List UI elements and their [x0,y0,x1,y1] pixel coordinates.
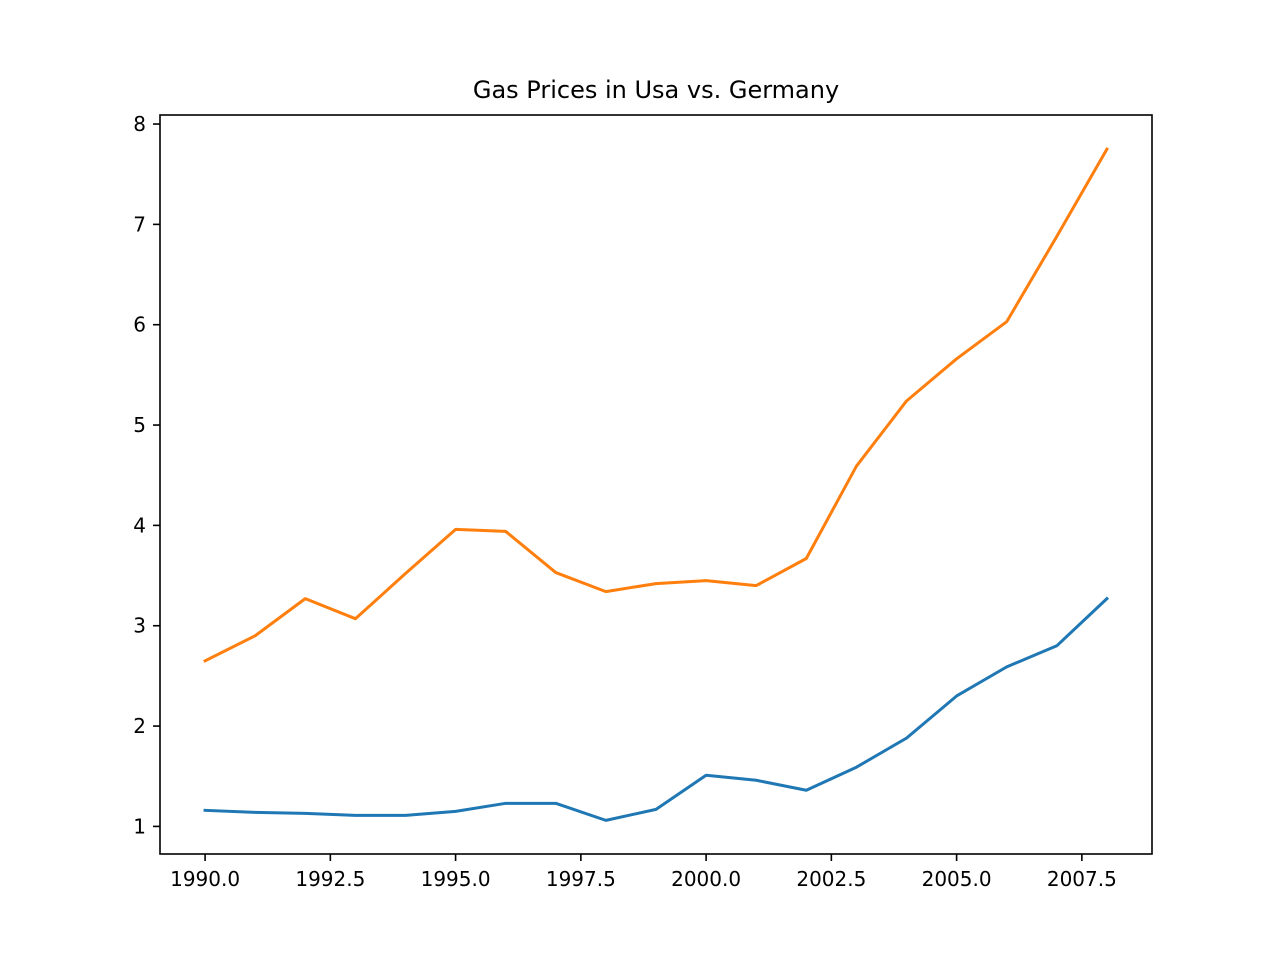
plot-frame [159,114,1153,855]
x-tick-label: 2000.0 [671,867,741,891]
axes-layer [159,114,1153,855]
x-tick-label: 2005.0 [922,867,992,891]
series-line-2 [203,147,1109,663]
y-tick-label: 8 [133,112,146,136]
x-tick-label: 2007.5 [1047,867,1117,891]
x-axis-ticks: 1990.0 1992.5 1995.0 1997.5 2000.0 2002.5 2005… [170,854,1117,891]
y-tick-label: 1 [133,814,146,838]
x-tick-label: 1995.0 [421,867,491,891]
series-line-1 [203,596,1110,822]
chart-title: Gas Prices in Usa vs. Germany [473,76,839,104]
y-tick-label: 3 [133,614,146,638]
y-axis-ticks: 1 2 3 4 5 6 7 8 [133,112,160,838]
x-tick-label: 2002.5 [796,867,866,891]
y-tick-label: 7 [133,212,146,236]
y-tick-label: 5 [133,413,146,437]
x-tick-label: 1997.5 [546,867,616,891]
y-tick-label: 6 [133,313,146,337]
x-tick-label: 1990.0 [170,867,240,891]
y-tick-label: 2 [133,714,146,738]
y-tick-label: 4 [133,513,146,537]
x-tick-label: 1992.5 [295,867,365,891]
series-layer [203,147,1110,822]
